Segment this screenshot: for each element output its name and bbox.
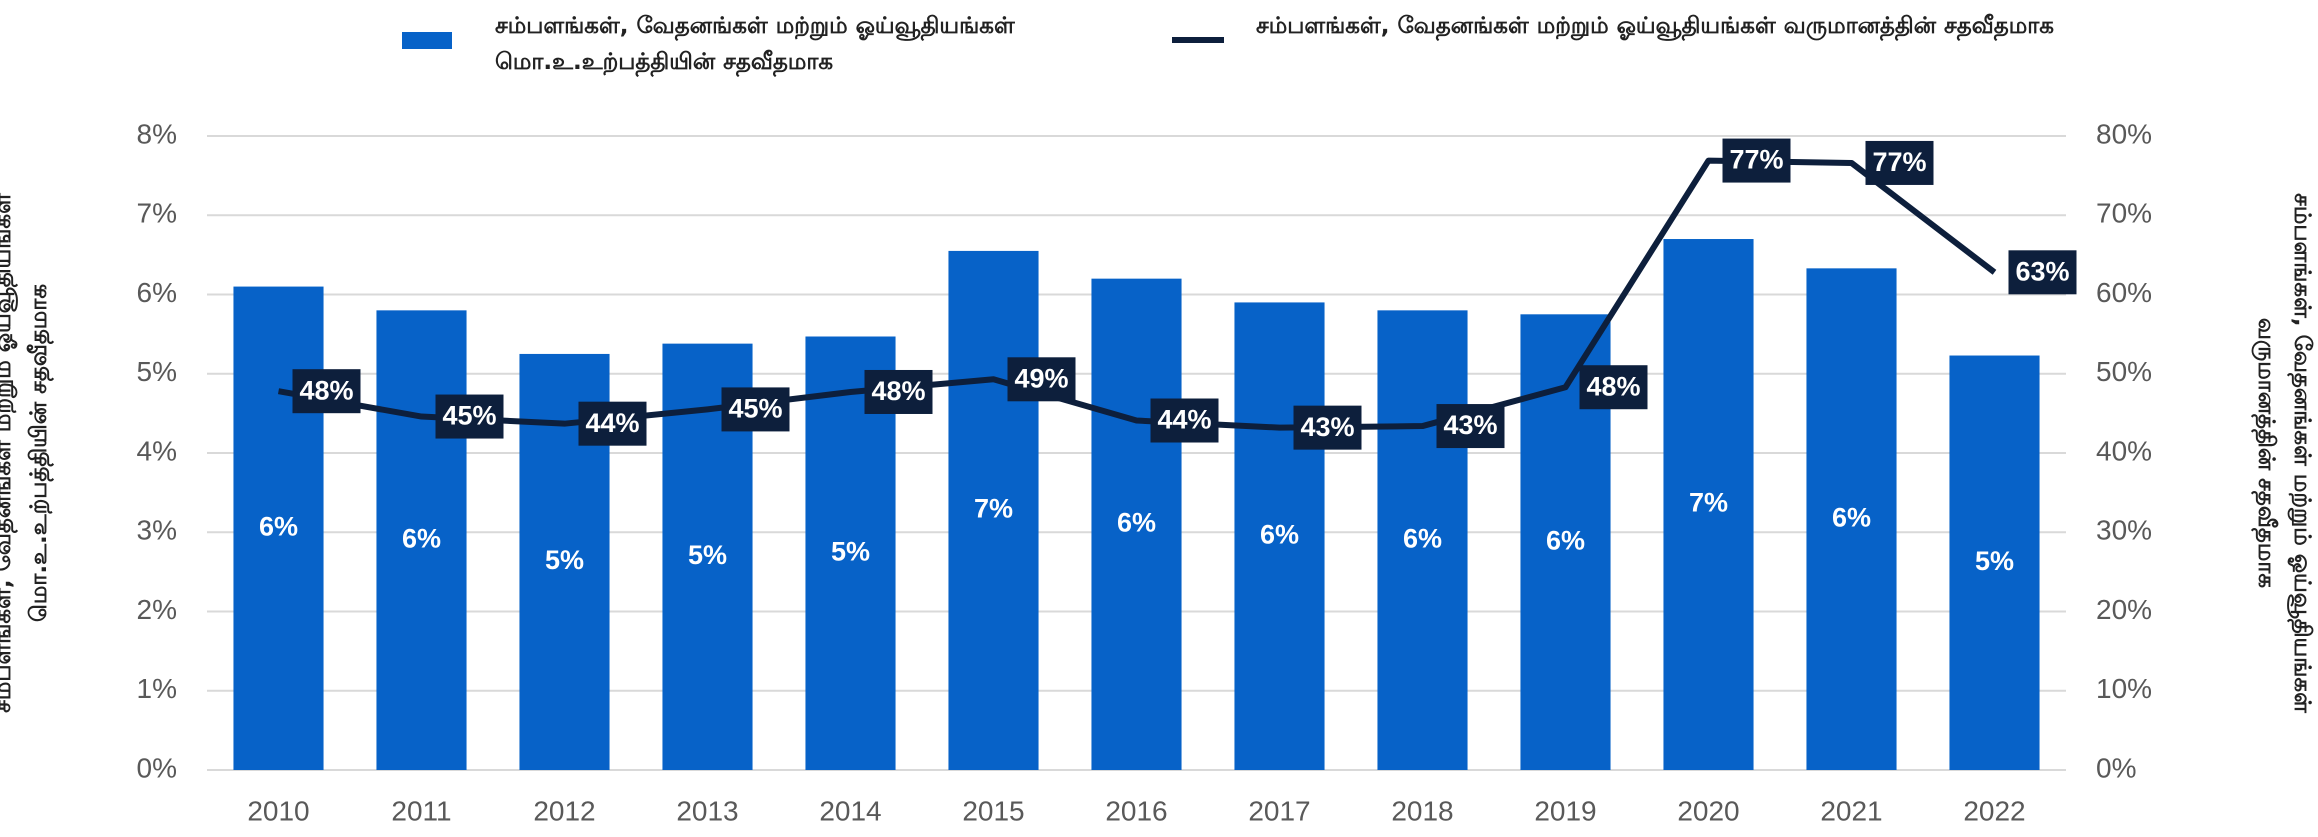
x-tick-label: 2017 [1248, 795, 1310, 826]
line-label: 77% [1872, 147, 1926, 177]
bar-label: 5% [545, 545, 584, 575]
y2-tick-label: 60% [2096, 277, 2152, 308]
line-label-box [1722, 138, 1791, 183]
legend-label: சம்பளங்கள், வேதனங்கள் மற்றும் ஓய்வூதியங்… [495, 13, 1015, 75]
y-axis-title-box: சம்பளங்கள், வேதனங்கள் மற்றும் ஓய்வூதியங்… [0, 193, 52, 713]
bar-label: 5% [831, 536, 870, 566]
line-label: 77% [1729, 145, 1783, 175]
y-tick-label: 4% [137, 435, 177, 466]
bar [1806, 268, 1897, 770]
y2-tick-label: 20% [2096, 594, 2152, 625]
line-label: 48% [1586, 371, 1640, 401]
line [277, 157, 1997, 431]
bar-label: 5% [1975, 546, 2014, 576]
line-label: 63% [2015, 256, 2069, 286]
line-label-box [435, 394, 504, 439]
line-label: 48% [871, 376, 925, 406]
bar-label: 6% [259, 511, 298, 541]
line-label: 43% [1443, 410, 1497, 440]
bar-label: 6% [1117, 507, 1156, 537]
y-axis-title: சம்பளங்கள், வேதனங்கள் மற்றும் ஓய்வூதியங்… [0, 193, 52, 713]
x-tick-label: 2014 [819, 795, 881, 826]
bar [1949, 355, 2040, 770]
bar [233, 286, 324, 770]
bar-label: 6% [1546, 525, 1585, 555]
line-label-box [1865, 140, 1934, 185]
line-label-box [721, 387, 790, 432]
line-label-box [1579, 365, 1648, 410]
x-tick-label: 2020 [1677, 795, 1739, 826]
bar [1234, 302, 1325, 770]
line-label-box [2008, 250, 2077, 295]
x-tick-label: 2018 [1391, 795, 1453, 826]
legend-label-box: சம்பளங்கள், வேதனங்கள் மற்றும் ஓய்வூதியங்… [1256, 13, 2055, 39]
line-label: 45% [442, 401, 496, 431]
x-tick-label: 2022 [1963, 795, 2025, 826]
y2-tick-label: 40% [2096, 435, 2152, 466]
x-tick-label: 2011 [391, 795, 451, 826]
bar [1663, 239, 1754, 770]
x-tick-label: 2013 [676, 795, 738, 826]
line-label: 43% [1300, 412, 1354, 442]
line-label-box [292, 369, 361, 414]
bar [1091, 278, 1182, 770]
y2-tick-label: 70% [2096, 198, 2152, 229]
y-tick-label: 2% [137, 594, 177, 625]
bar-label: 6% [1403, 523, 1442, 553]
bar-label: 6% [402, 523, 441, 553]
x-tick-label: 2010 [247, 795, 309, 826]
line-label-box [1150, 398, 1219, 443]
y2-axis-title-box: சம்பளங்கள், வேதனங்கள் மற்றும் ஓய்வூதியங்… [2253, 193, 2315, 713]
y-tick-label: 1% [137, 673, 177, 704]
line-label: 45% [728, 394, 782, 424]
bar-label: 7% [974, 494, 1013, 524]
legend-label-box: சம்பளங்கள், வேதனங்கள் மற்றும் ஓய்வூதியங்… [495, 13, 1015, 75]
line-label-box [1293, 405, 1362, 450]
bar-label: 5% [688, 540, 727, 570]
x-tick-label: 2021 [1820, 795, 1882, 826]
legend-swatch [402, 32, 452, 49]
y2-axis-title: சம்பளங்கள், வேதனங்கள் மற்றும் ஓய்வூதியங்… [2253, 193, 2315, 713]
y-tick-label: 0% [137, 752, 177, 783]
bar-label: 7% [1689, 488, 1728, 518]
line-label: 44% [585, 408, 639, 438]
bar-label: 6% [1832, 502, 1871, 532]
y-tick-label: 6% [137, 277, 177, 308]
y-tick-label: 3% [137, 515, 177, 546]
line-label: 49% [1014, 363, 1068, 393]
x-tick-label: 2012 [533, 795, 595, 826]
y2-tick-label: 0% [2096, 752, 2136, 783]
y2-tick-label: 30% [2096, 515, 2152, 546]
y2-tick-label: 80% [2096, 118, 2152, 149]
bar [376, 310, 467, 770]
line-label-box [1007, 357, 1076, 402]
line-label-box [578, 401, 647, 446]
y-tick-label: 7% [137, 198, 177, 229]
y2-tick-label: 50% [2096, 356, 2152, 387]
x-tick-label: 2015 [962, 795, 1024, 826]
y-tick-label: 5% [137, 356, 177, 387]
bar-label: 6% [1260, 519, 1299, 549]
line-label-box [1436, 404, 1505, 449]
bar [948, 250, 1039, 771]
y-tick-label: 8% [137, 118, 177, 149]
x-tick-label: 2019 [1534, 795, 1596, 826]
y2-tick-label: 10% [2096, 673, 2152, 704]
x-tick-label: 2016 [1105, 795, 1167, 826]
line-label-box [864, 369, 933, 414]
line-label: 44% [1157, 405, 1211, 435]
line-label: 48% [299, 375, 353, 405]
bar [1377, 310, 1468, 770]
legend-label: சம்பளங்கள், வேதனங்கள் மற்றும் ஓய்வூதியங்… [1256, 13, 2055, 39]
